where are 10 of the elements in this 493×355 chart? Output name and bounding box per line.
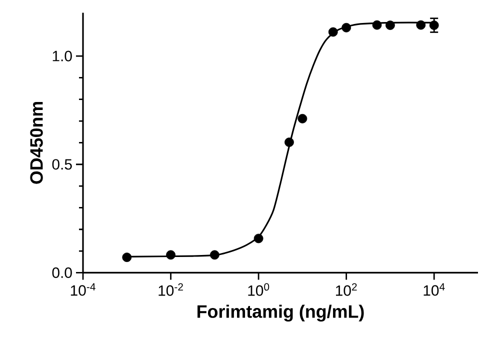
x-tick-label: 10$^{-2}$: [158, 283, 183, 296]
y-tick-label: 1.0: [52, 50, 72, 62]
y-tick-label: 0.0: [52, 267, 72, 278]
x-axis-title: Forimtamig (ng/mL): [198, 304, 364, 322]
x-tick-label: 10$^{4}$: [424, 283, 445, 296]
y-axis-title: OD450nm: [30, 102, 43, 184]
x-tick-label: 10$^{2}$: [336, 283, 357, 296]
x-tick-label: 10$^{0}$: [248, 283, 270, 296]
y-tick-label: 0.5: [52, 159, 72, 170]
x-tick-label: 10$^{-4}$: [70, 283, 96, 296]
